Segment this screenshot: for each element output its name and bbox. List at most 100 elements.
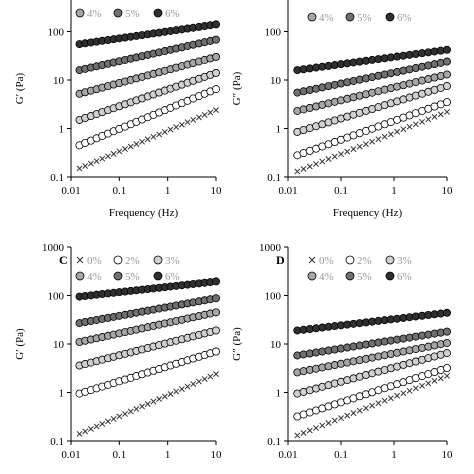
marker-stroke xyxy=(294,168,301,175)
series-4pct xyxy=(75,52,220,98)
marker-stroke xyxy=(419,382,426,389)
marker-stroke xyxy=(419,118,426,125)
y-tick-label: 0.1 xyxy=(50,172,64,184)
y-axis-label: G″ (Pa) xyxy=(231,327,243,361)
marker-stroke xyxy=(150,133,157,140)
data-point xyxy=(369,138,376,145)
data-point xyxy=(211,20,220,29)
legend-marker xyxy=(385,255,395,265)
data-point xyxy=(156,131,163,138)
marker-stroke xyxy=(431,377,438,384)
x-tick-label: 0.1 xyxy=(112,449,126,461)
data-point xyxy=(442,70,451,79)
marker-stroke xyxy=(381,133,388,140)
series-6pct xyxy=(75,20,220,49)
series-0pct xyxy=(76,371,219,437)
marker-stroke xyxy=(110,150,117,157)
x-tick-label: 10 xyxy=(211,185,223,197)
data-point xyxy=(300,166,307,172)
y-tick-label: 100 xyxy=(265,27,282,39)
legend-marker xyxy=(385,271,395,281)
marker-stroke xyxy=(82,163,89,169)
legend-label: 5% xyxy=(125,271,140,283)
marker-stroke xyxy=(127,408,134,415)
data-point xyxy=(93,158,100,165)
x-tick-label: 0.01 xyxy=(61,449,80,461)
marker-stroke xyxy=(93,423,100,430)
data-point xyxy=(82,163,89,169)
data-point xyxy=(319,158,326,165)
x-axis-label: Frequency (Hz) xyxy=(109,207,179,219)
data-point xyxy=(344,412,351,419)
data-point xyxy=(362,405,369,412)
marker-stroke xyxy=(306,163,313,170)
data-point xyxy=(350,146,357,153)
marker-stroke xyxy=(76,256,84,264)
legend-item: 4% xyxy=(75,271,102,283)
marker-stroke xyxy=(207,373,214,380)
data-point xyxy=(442,98,451,107)
data-point xyxy=(400,390,407,397)
legend-item: 5% xyxy=(113,8,140,20)
marker-stroke xyxy=(325,420,332,427)
data-point xyxy=(122,411,128,417)
legend-item: 2% xyxy=(345,255,372,267)
y-tick-label: 100 xyxy=(265,291,282,303)
marker-stroke xyxy=(437,375,444,382)
marker-stroke xyxy=(116,413,123,420)
data-point xyxy=(442,364,451,373)
legend-label: 4% xyxy=(87,8,102,20)
y-tick-label: 10 xyxy=(270,339,282,351)
legend-label: 5% xyxy=(357,271,372,283)
data-point xyxy=(110,415,117,422)
data-point xyxy=(325,420,332,427)
marker-stroke xyxy=(195,114,202,121)
data-point xyxy=(116,413,123,420)
series-4pct xyxy=(293,338,451,377)
legend-item: 5% xyxy=(345,12,372,24)
marker-stroke xyxy=(161,129,168,135)
data-point xyxy=(211,52,220,61)
data-point xyxy=(207,373,214,380)
legend-item: 4% xyxy=(307,12,334,24)
data-point xyxy=(437,111,444,118)
data-point xyxy=(331,153,338,160)
marker-stroke xyxy=(444,108,450,115)
marker-stroke xyxy=(207,109,214,116)
data-point xyxy=(294,432,301,439)
marker-stroke xyxy=(375,400,382,407)
legend-label: 2% xyxy=(125,255,140,267)
marker-stroke xyxy=(161,393,168,400)
data-point xyxy=(406,387,413,394)
data-point xyxy=(144,136,151,143)
marker-stroke xyxy=(387,131,394,138)
series-0pct xyxy=(76,107,219,172)
marker-stroke xyxy=(319,422,326,429)
marker-stroke xyxy=(213,107,219,114)
data-point xyxy=(156,396,163,402)
legend-marker xyxy=(113,271,123,281)
data-point xyxy=(213,107,219,114)
data-point xyxy=(313,425,319,431)
marker-stroke xyxy=(122,411,128,417)
data-point xyxy=(201,376,208,383)
marker-stroke xyxy=(300,166,307,172)
data-point xyxy=(87,425,94,432)
x-axis-label: Frequency (Hz) xyxy=(333,207,403,219)
legend-item: 0% xyxy=(308,255,334,267)
data-point xyxy=(190,381,197,387)
data-point xyxy=(184,119,191,126)
data-point xyxy=(211,68,220,77)
legend-label: 0% xyxy=(87,255,102,267)
marker-stroke xyxy=(369,402,376,409)
marker-stroke xyxy=(87,425,94,432)
legend-marker xyxy=(76,256,84,264)
data-point xyxy=(82,428,89,435)
marker-stroke xyxy=(331,417,338,424)
legend-label: 3% xyxy=(165,255,180,267)
marker-stroke xyxy=(122,146,128,152)
data-point xyxy=(294,168,301,175)
data-point xyxy=(387,131,394,138)
